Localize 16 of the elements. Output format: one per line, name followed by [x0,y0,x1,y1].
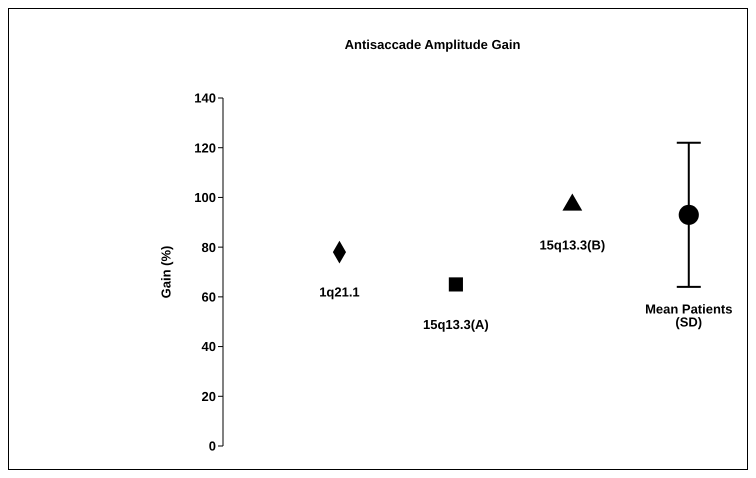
x-tick-label: 15q13.3(A) [423,317,489,332]
y-tick-label: 60 [202,289,216,304]
y-tick-label: 80 [202,240,216,255]
y-tick-label: 0 [208,438,216,454]
x-tick-label: 1q21.1 [319,284,360,300]
y-tick-label: 140 [194,90,216,106]
point [678,204,699,225]
y-tick-label: 120 [194,140,216,156]
y-tick-label: 20 [202,388,216,404]
y-tick-label: 40 [202,339,216,354]
y-tick-label: 100 [194,190,216,206]
y-axis-title: Gain (%) [158,246,174,298]
chart-title: Antisaccade Amplitude Gain [344,37,520,52]
x-tick-label: 15q13.3(B) [539,238,606,252]
point [448,277,463,292]
x-tick-label: Mean Patients (SD) [645,301,732,330]
